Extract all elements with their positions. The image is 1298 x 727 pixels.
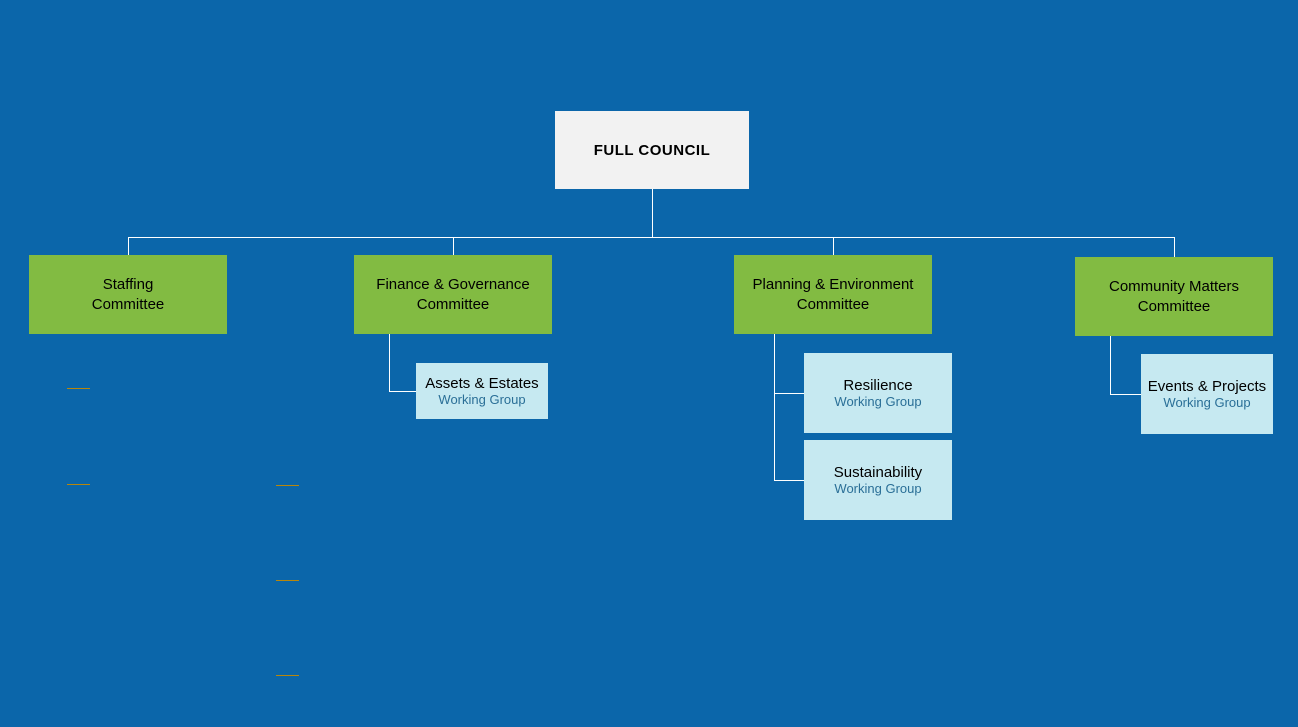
decorative-tick (67, 484, 90, 485)
wg-subtitle: Working Group (834, 394, 921, 409)
connector-line (774, 393, 804, 394)
root-node-full-council: FULL COUNCIL (555, 111, 749, 189)
committee-title: Finance & Governance (376, 275, 529, 295)
wg-title: Resilience (843, 377, 912, 394)
committee-subtitle: Committee (797, 295, 870, 315)
connector-line (128, 237, 1174, 238)
connector-line (453, 237, 454, 255)
committee-subtitle: Committee (92, 295, 165, 315)
connector-line (389, 334, 390, 391)
wg-subtitle: Working Group (438, 392, 525, 407)
connector-line (389, 391, 416, 392)
connector-line (833, 237, 834, 255)
root-label: FULL COUNCIL (594, 142, 711, 159)
connector-line (652, 189, 653, 237)
wg-subtitle: Working Group (834, 481, 921, 496)
committee-title: Planning & Environment (753, 275, 914, 295)
connector-line (1110, 394, 1141, 395)
wg-title: Sustainability (834, 464, 922, 481)
committee-subtitle: Committee (417, 295, 490, 315)
committee-community: Community Matters Committee (1075, 257, 1273, 336)
wg-subtitle: Working Group (1163, 395, 1250, 410)
committee-subtitle: Committee (1138, 297, 1211, 317)
connector-line (1174, 237, 1175, 257)
committee-title: Community Matters (1109, 277, 1239, 297)
decorative-tick (67, 388, 90, 389)
decorative-tick (276, 485, 299, 486)
connector-line (774, 480, 804, 481)
wg-events-projects: Events & Projects Working Group (1141, 354, 1273, 434)
decorative-tick (276, 675, 299, 676)
committee-finance: Finance & Governance Committee (354, 255, 552, 334)
wg-resilience: Resilience Working Group (804, 353, 952, 433)
connector-line (1110, 336, 1111, 394)
wg-title: Assets & Estates (425, 375, 538, 392)
committee-staffing: Staffing Committee (29, 255, 227, 334)
committee-title: Staffing (103, 275, 154, 295)
wg-assets-estates: Assets & Estates Working Group (416, 363, 548, 419)
committee-planning: Planning & Environment Committee (734, 255, 932, 334)
wg-title: Events & Projects (1148, 378, 1266, 395)
org-chart-canvas: FULL COUNCIL Staffing Committee Finance … (0, 0, 1298, 727)
connector-line (128, 237, 129, 255)
wg-sustainability: Sustainability Working Group (804, 440, 952, 520)
decorative-tick (276, 580, 299, 581)
connector-line (774, 334, 775, 480)
